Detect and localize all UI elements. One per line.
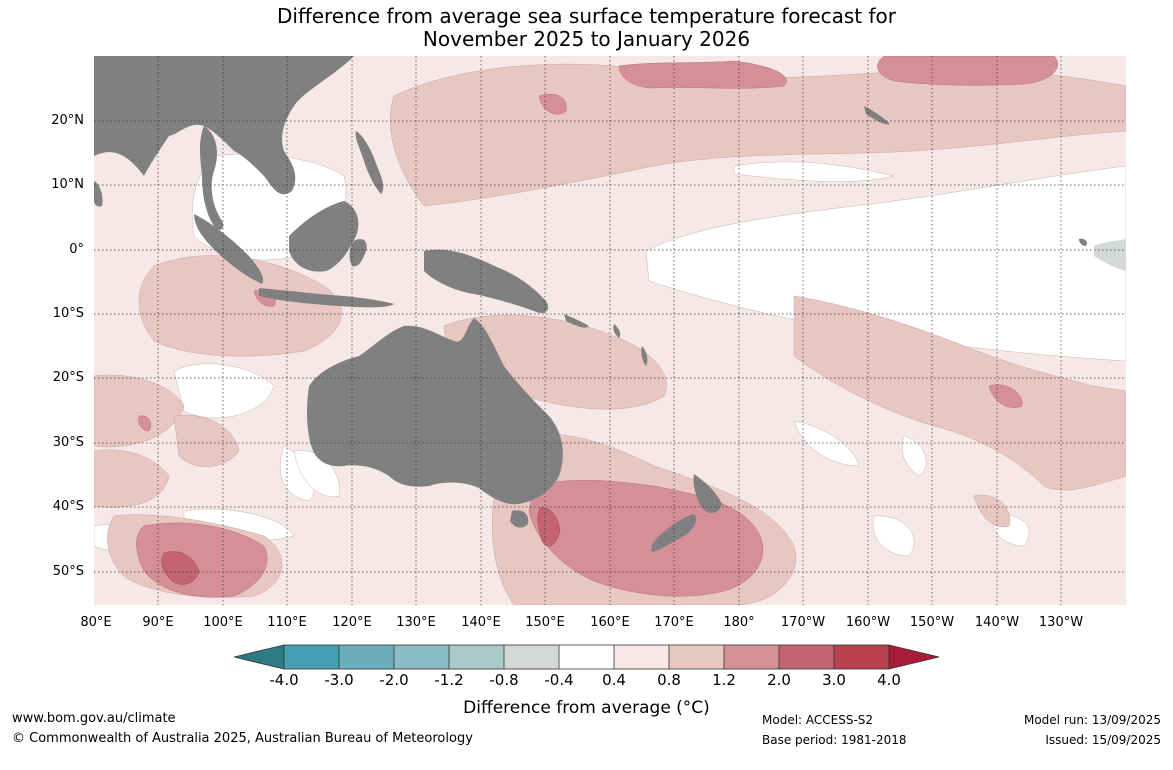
sst-anomaly-map [94, 56, 1126, 605]
lat-label-0: 0° [69, 242, 84, 257]
philippines [355, 131, 384, 194]
lon-label-140w: 140°W [974, 615, 1020, 630]
lon-label-100e: 100°E [203, 615, 243, 630]
lat-label-10s: 10°S [52, 306, 84, 321]
lon-label-160w: 160°W [845, 615, 891, 630]
colorbar-extend-low [234, 644, 285, 670]
colorbar-swatch [284, 645, 339, 669]
new-guinea [424, 249, 549, 313]
lon-label-180: 180° [723, 615, 755, 630]
india-tip [94, 181, 103, 207]
chart-title-line1: Difference from average sea surface temp… [276, 4, 896, 28]
copyright-text: © Commonwealth of Australia 2025, Austra… [12, 731, 473, 746]
colorbar-tick: -3.0 [324, 671, 354, 689]
lon-label-140e: 140°E [461, 615, 501, 630]
lon-label-150w: 150°W [909, 615, 955, 630]
sulawesi [349, 239, 367, 267]
colorbar-tick: 0.4 [602, 671, 626, 689]
borneo [289, 201, 359, 272]
lon-label-170e: 170°E [654, 615, 694, 630]
lon-label-80e: 80°E [80, 615, 112, 630]
lon-label-170w: 170°W [780, 615, 826, 630]
colorbar-swatch [614, 645, 669, 669]
colorbar-tick: 0.8 [657, 671, 681, 689]
asia-mainland [94, 56, 354, 195]
near-normal-regions [94, 153, 1126, 557]
colorbar-swatch [394, 645, 449, 669]
model-run-date: Model run: 13/09/2025 [1023, 713, 1161, 727]
colorbar-swatch [339, 645, 394, 669]
tasmania [510, 510, 529, 528]
lon-label-130w: 130°W [1038, 615, 1084, 630]
colorbar-outline [283, 644, 890, 670]
colorbar-tick: -2.0 [379, 671, 409, 689]
indochina [200, 126, 224, 230]
colorbar-swatch [504, 645, 559, 669]
graticule [94, 56, 1126, 605]
lon-label-150e: 150°E [525, 615, 565, 630]
colorbar-swatch [724, 645, 779, 669]
colorbar-swatch [669, 645, 724, 669]
model-name: Model: ACCESS-S2 [762, 713, 874, 727]
colorbar-label: Difference from average (°C) [463, 698, 710, 718]
lat-label-20s: 20°S [52, 370, 84, 385]
colorbar-tick: 1.2 [712, 671, 736, 689]
colorbar-tick: 3.0 [822, 671, 846, 689]
issued-date: Issued: 15/09/2025 [1045, 733, 1161, 747]
lat-label-10n: 10°N [51, 177, 84, 192]
website-link[interactable]: www.bom.gov.au/climate [12, 711, 176, 726]
base-period: Base period: 1981-2018 [762, 733, 907, 747]
nz-north-island [693, 474, 722, 513]
colorbar-tick: -0.4 [544, 671, 574, 689]
colorbar-swatch [559, 645, 614, 669]
sumatra [194, 214, 264, 284]
australia [307, 318, 563, 505]
colorbar-tick: -0.8 [489, 671, 519, 689]
very-strong-warm-regions [161, 507, 561, 585]
colorbar [234, 644, 940, 670]
lat-label-20n: 20°N [51, 113, 84, 128]
colorbar-tick: 4.0 [877, 671, 901, 689]
land-masses [94, 56, 1087, 552]
lat-label-50s: 50°S [52, 564, 84, 579]
colorbar-extend-high [888, 644, 940, 670]
lon-label-160e: 160°E [590, 615, 630, 630]
lon-label-120e: 120°E [332, 615, 372, 630]
cool-region [1094, 239, 1126, 271]
lon-label-130e: 130°E [396, 615, 436, 630]
colorbar-swatch [449, 645, 504, 669]
colorbar-tick: -4.0 [269, 671, 299, 689]
colorbar-swatch [779, 645, 834, 669]
colorbar-tick: -1.2 [434, 671, 464, 689]
lon-label-110e: 110°E [267, 615, 307, 630]
chart-title-line2: November 2025 to January 2026 [422, 27, 751, 51]
lon-label-90e: 90°E [142, 615, 174, 630]
lat-label-40s: 40°S [52, 499, 84, 514]
java [259, 288, 394, 308]
colorbar-swatch [834, 645, 889, 669]
colorbar-tick: 2.0 [767, 671, 791, 689]
lat-label-30s: 30°S [52, 435, 84, 450]
